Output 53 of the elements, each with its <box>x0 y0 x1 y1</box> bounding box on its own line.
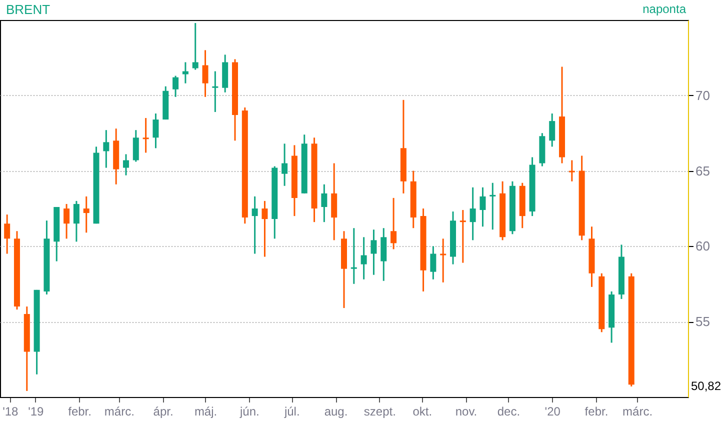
candlestick <box>430 245 436 280</box>
x-tick-label: aug. <box>324 404 348 418</box>
y-tick-label: 55 <box>696 314 710 330</box>
x-tick-label: márc. <box>104 404 134 418</box>
x-tick-label: febr. <box>68 404 92 418</box>
chart-title: BRENT <box>6 2 50 17</box>
candlestick <box>73 200 80 242</box>
candlestick <box>122 153 129 176</box>
candlestick <box>490 182 496 230</box>
text: naponta <box>642 2 686 16</box>
candlestick <box>202 49 208 98</box>
y-tick-label: 65 <box>696 163 710 178</box>
x-tick-label: febr. <box>584 404 608 418</box>
candlestick <box>64 203 70 240</box>
x-tick-label: '20 <box>544 404 561 418</box>
candlestick <box>182 61 188 84</box>
candlestick <box>390 197 397 250</box>
x-tick-label: márc. <box>622 404 653 418</box>
candlestick <box>480 186 486 228</box>
x-tick-label: okt. <box>412 404 432 418</box>
text: 50,82 <box>691 379 722 393</box>
candlestick <box>192 22 198 71</box>
candlestick <box>83 196 90 234</box>
candlestick <box>440 238 446 284</box>
x-tick-label: júl. <box>283 404 300 418</box>
candlestick <box>262 200 268 258</box>
x-tick-label: jún. <box>238 404 260 418</box>
x-tick-label: nov. <box>455 404 478 418</box>
x-tick-label: dec. <box>497 404 520 418</box>
candlestick <box>282 142 288 187</box>
candlestick <box>460 209 466 264</box>
candlestick <box>549 112 556 148</box>
candlestick <box>103 129 110 169</box>
x-tick-label: '19 <box>28 404 44 418</box>
candlestick <box>470 186 476 241</box>
y-tick-label: 60 <box>696 238 710 254</box>
x-tick-label: '18 <box>2 404 19 418</box>
candlestick <box>360 236 367 280</box>
candlestick <box>568 159 575 182</box>
candlestick <box>370 228 377 276</box>
candlestick <box>321 184 328 223</box>
candlestick <box>252 196 258 254</box>
x-tick-label: ápr. <box>153 404 174 418</box>
candlestick <box>350 227 357 285</box>
candlestick <box>132 129 139 162</box>
candlestick <box>4 214 10 254</box>
candlestick <box>152 112 159 149</box>
candlestick <box>142 117 149 154</box>
x-tick-label: szept. <box>364 404 396 418</box>
y-tick-label: 70 <box>696 88 710 103</box>
candlestick <box>172 75 179 98</box>
candlestick <box>212 70 218 113</box>
x-tick-label: máj. <box>194 404 218 418</box>
